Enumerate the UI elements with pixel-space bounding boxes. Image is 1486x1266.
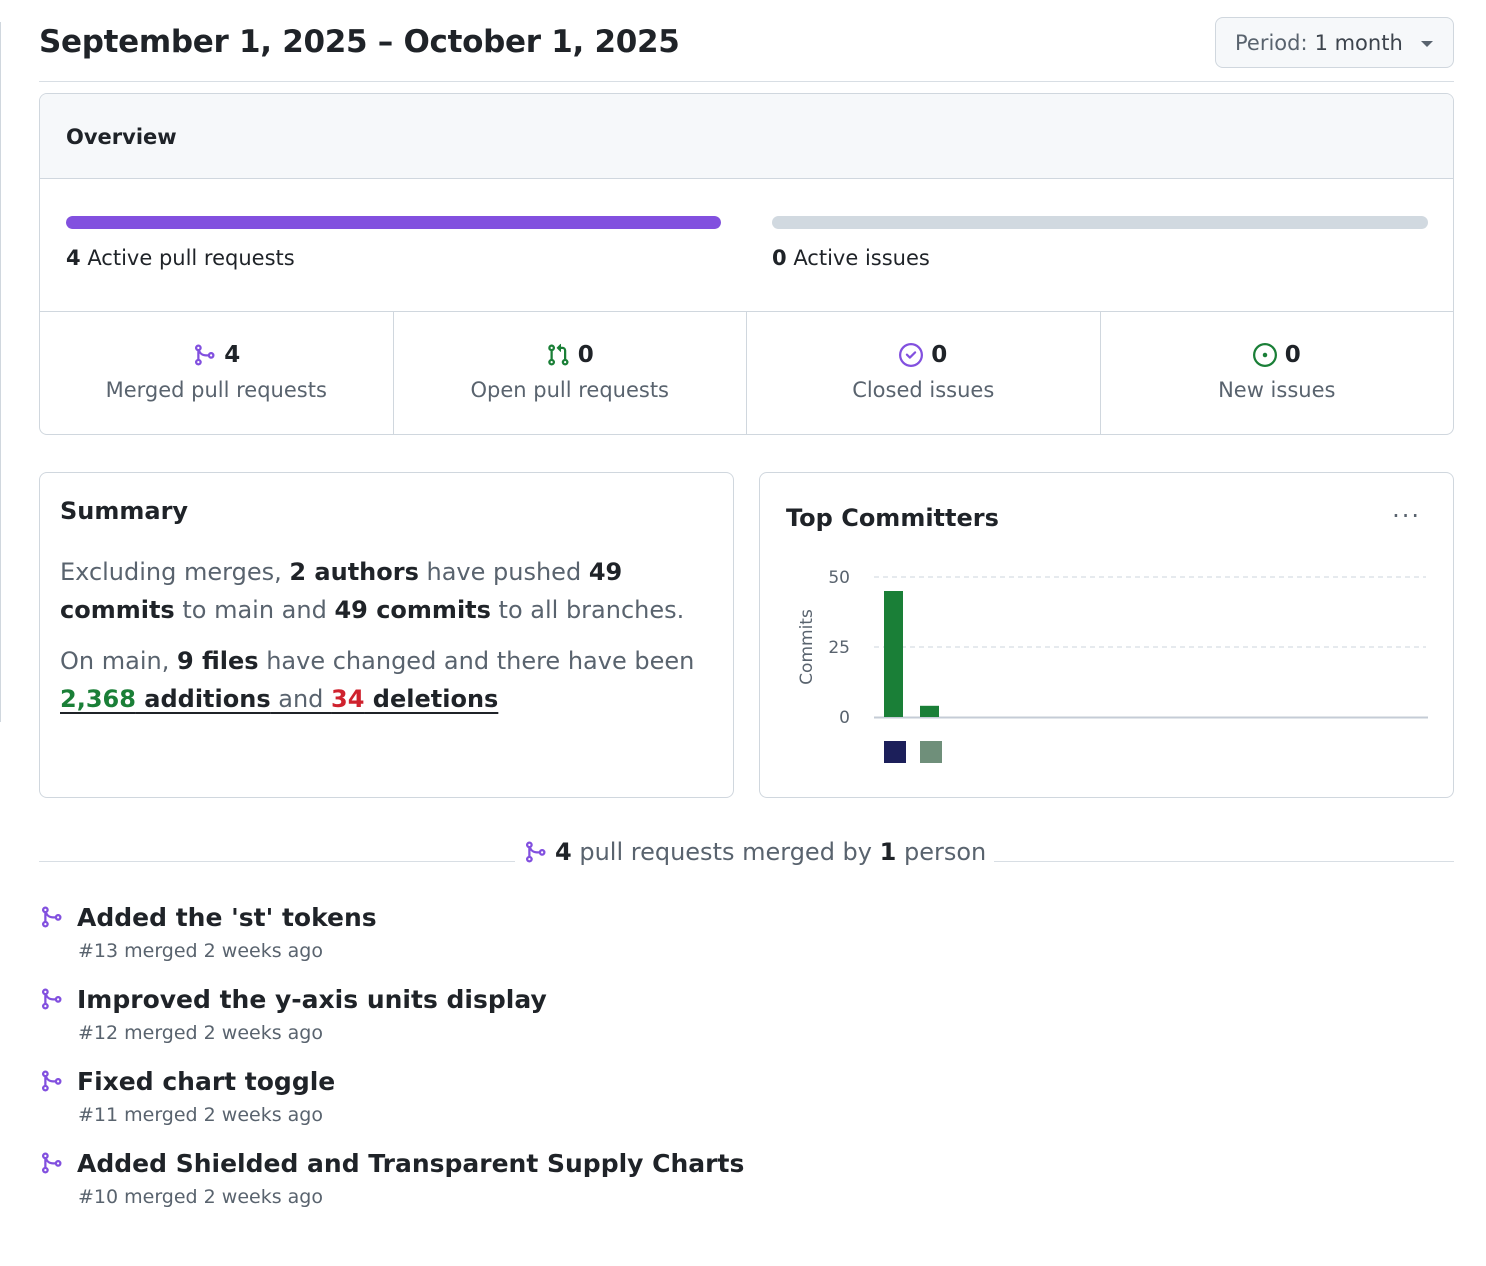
more-options-icon[interactable]: ···: [1392, 502, 1421, 530]
merged-text: person: [896, 838, 987, 866]
chart-bar[interactable]: [884, 591, 903, 717]
active-issues-count: 0: [772, 246, 787, 270]
merged-pr-icon: [42, 906, 62, 928]
closed-issue-icon: [899, 343, 924, 367]
committer-avatar[interactable]: [920, 741, 942, 763]
caret-down-icon: [1421, 41, 1433, 47]
summary-commits-text: Excluding merges, 2 authors have pushed …: [60, 553, 713, 629]
pr-title-link[interactable]: Added Shielded and Transparent Supply Ch…: [77, 1149, 745, 1178]
merged-count: 4: [555, 838, 572, 866]
additions-label: additions: [135, 685, 271, 713]
merged-summary: 4 pull requests merged by 1 person: [515, 838, 995, 866]
active-prs-bar-fill: [66, 216, 721, 229]
merged-pr-icon: [42, 1070, 62, 1092]
period-select-button[interactable]: Period: 1 month: [1215, 17, 1454, 68]
active-prs-bar[interactable]: [66, 216, 721, 229]
stat-label: Open pull requests: [470, 378, 669, 402]
authors-count: 2 authors: [289, 558, 419, 586]
page-header: September 1, 2025 – October 1, 2025 Peri…: [39, 16, 1454, 82]
stat-label: Closed issues: [852, 378, 995, 402]
stat-value: 0: [931, 342, 948, 368]
y-axis-label: Commits: [797, 609, 817, 685]
stat-closed-issues[interactable]: 0 Closed issues: [747, 312, 1101, 434]
main-commits-count: 49 commits: [60, 558, 623, 624]
stat-value: 4: [224, 342, 241, 368]
chart-bar[interactable]: [920, 705, 939, 717]
merged-text: pull requests merged by: [571, 838, 880, 866]
period-label: Period:: [1235, 30, 1308, 55]
open-pr-icon: [547, 343, 569, 366]
summary-text: to all branches.: [490, 596, 685, 624]
summary-changes-text: On main, 9 files have changed and there …: [60, 642, 713, 718]
merged-pr-icon: [42, 1152, 62, 1174]
y-tick-label: 25: [828, 638, 850, 658]
y-tick-label: 0: [839, 708, 850, 728]
pr-title-link[interactable]: Fixed chart toggle: [77, 1067, 336, 1096]
list-item: Fixed chart toggle #11 merged 2 weeks ago: [39, 1064, 1039, 1146]
page-title: September 1, 2025 – October 1, 2025: [39, 24, 680, 60]
summary-text: On main,: [60, 647, 177, 675]
merged-pr-icon: [526, 841, 546, 863]
all-commits-count: 49 commits: [334, 596, 491, 624]
stat-label: Merged pull requests: [105, 378, 327, 402]
list-item: Improved the y-axis units display #12 mer…: [39, 982, 1039, 1064]
active-issues-bar[interactable]: [772, 216, 1428, 229]
pr-meta: #10 merged 2 weeks ago: [78, 1186, 323, 1208]
top-committers-card: 0 25 50 Commits Top Committers ···: [759, 472, 1454, 798]
summary-text: have changed and there have been: [258, 647, 695, 675]
active-issues-label: Active issues: [793, 246, 930, 270]
left-border: [0, 22, 1, 722]
new-issue-icon: [1252, 343, 1277, 367]
summary-text: have pushed: [418, 558, 589, 586]
pr-title-link[interactable]: Improved the y-axis units display: [77, 985, 547, 1014]
list-item: Added the 'st' tokens #13 merged 2 weeks …: [39, 900, 1039, 982]
stat-label: New issues: [1218, 378, 1336, 402]
deletions-count: 34: [331, 685, 365, 713]
stat-merged-prs[interactable]: 4 Merged pull requests: [40, 312, 394, 434]
merged-pr-list: Added the 'st' tokens #13 merged 2 weeks …: [39, 900, 1039, 1228]
files-count: 9 files: [176, 647, 259, 675]
top-committers-chart: 0 25 50 Commits: [797, 568, 1428, 763]
pr-title-link[interactable]: Added the 'st' tokens: [77, 903, 377, 932]
merged-people: 1: [879, 838, 897, 866]
merged-pr-icon: [195, 344, 215, 366]
pr-meta: #12 merged 2 weeks ago: [78, 1022, 323, 1044]
overview-panel: Overview 4 Active pull requests 0 Active…: [39, 93, 1454, 435]
y-tick-label: 50: [828, 568, 850, 588]
summary-text: and: [270, 685, 332, 713]
active-prs-text[interactable]: 4 Active pull requests: [66, 246, 295, 270]
summary-title: Summary: [60, 497, 189, 525]
stat-value: 0: [1284, 342, 1301, 368]
active-prs-count: 4: [66, 246, 81, 270]
deletions-label: deletions: [364, 685, 499, 713]
pr-meta: #13 merged 2 weeks ago: [78, 940, 323, 962]
overview-stats: 4 Merged pull requests 0 Open pull reque…: [40, 311, 1454, 434]
summary-text: Excluding merges,: [60, 558, 290, 586]
committer-avatar[interactable]: [884, 741, 906, 763]
additions-count: 2,368: [60, 685, 136, 713]
period-value: 1 month: [1314, 30, 1403, 55]
stat-new-issues[interactable]: 0 New issues: [1101, 312, 1454, 434]
summary-text: to main and: [174, 596, 335, 624]
stat-open-prs[interactable]: 0 Open pull requests: [394, 312, 747, 434]
list-item: Added Shielded and Transparent Supply Ch…: [39, 1146, 1039, 1228]
overview-title: Overview: [40, 94, 1453, 179]
top-committers-title: Top Committers: [786, 504, 999, 532]
pr-meta: #11 merged 2 weeks ago: [78, 1104, 323, 1126]
merged-pr-icon: [42, 988, 62, 1010]
active-issues-text[interactable]: 0 Active issues: [772, 246, 930, 270]
summary-card: Summary Excluding merges, 2 authors have…: [39, 472, 734, 798]
diff-stats-link[interactable]: 2,368 additions and 34 deletions: [60, 685, 498, 713]
active-prs-label: Active pull requests: [87, 246, 295, 270]
stat-value: 0: [577, 342, 594, 368]
